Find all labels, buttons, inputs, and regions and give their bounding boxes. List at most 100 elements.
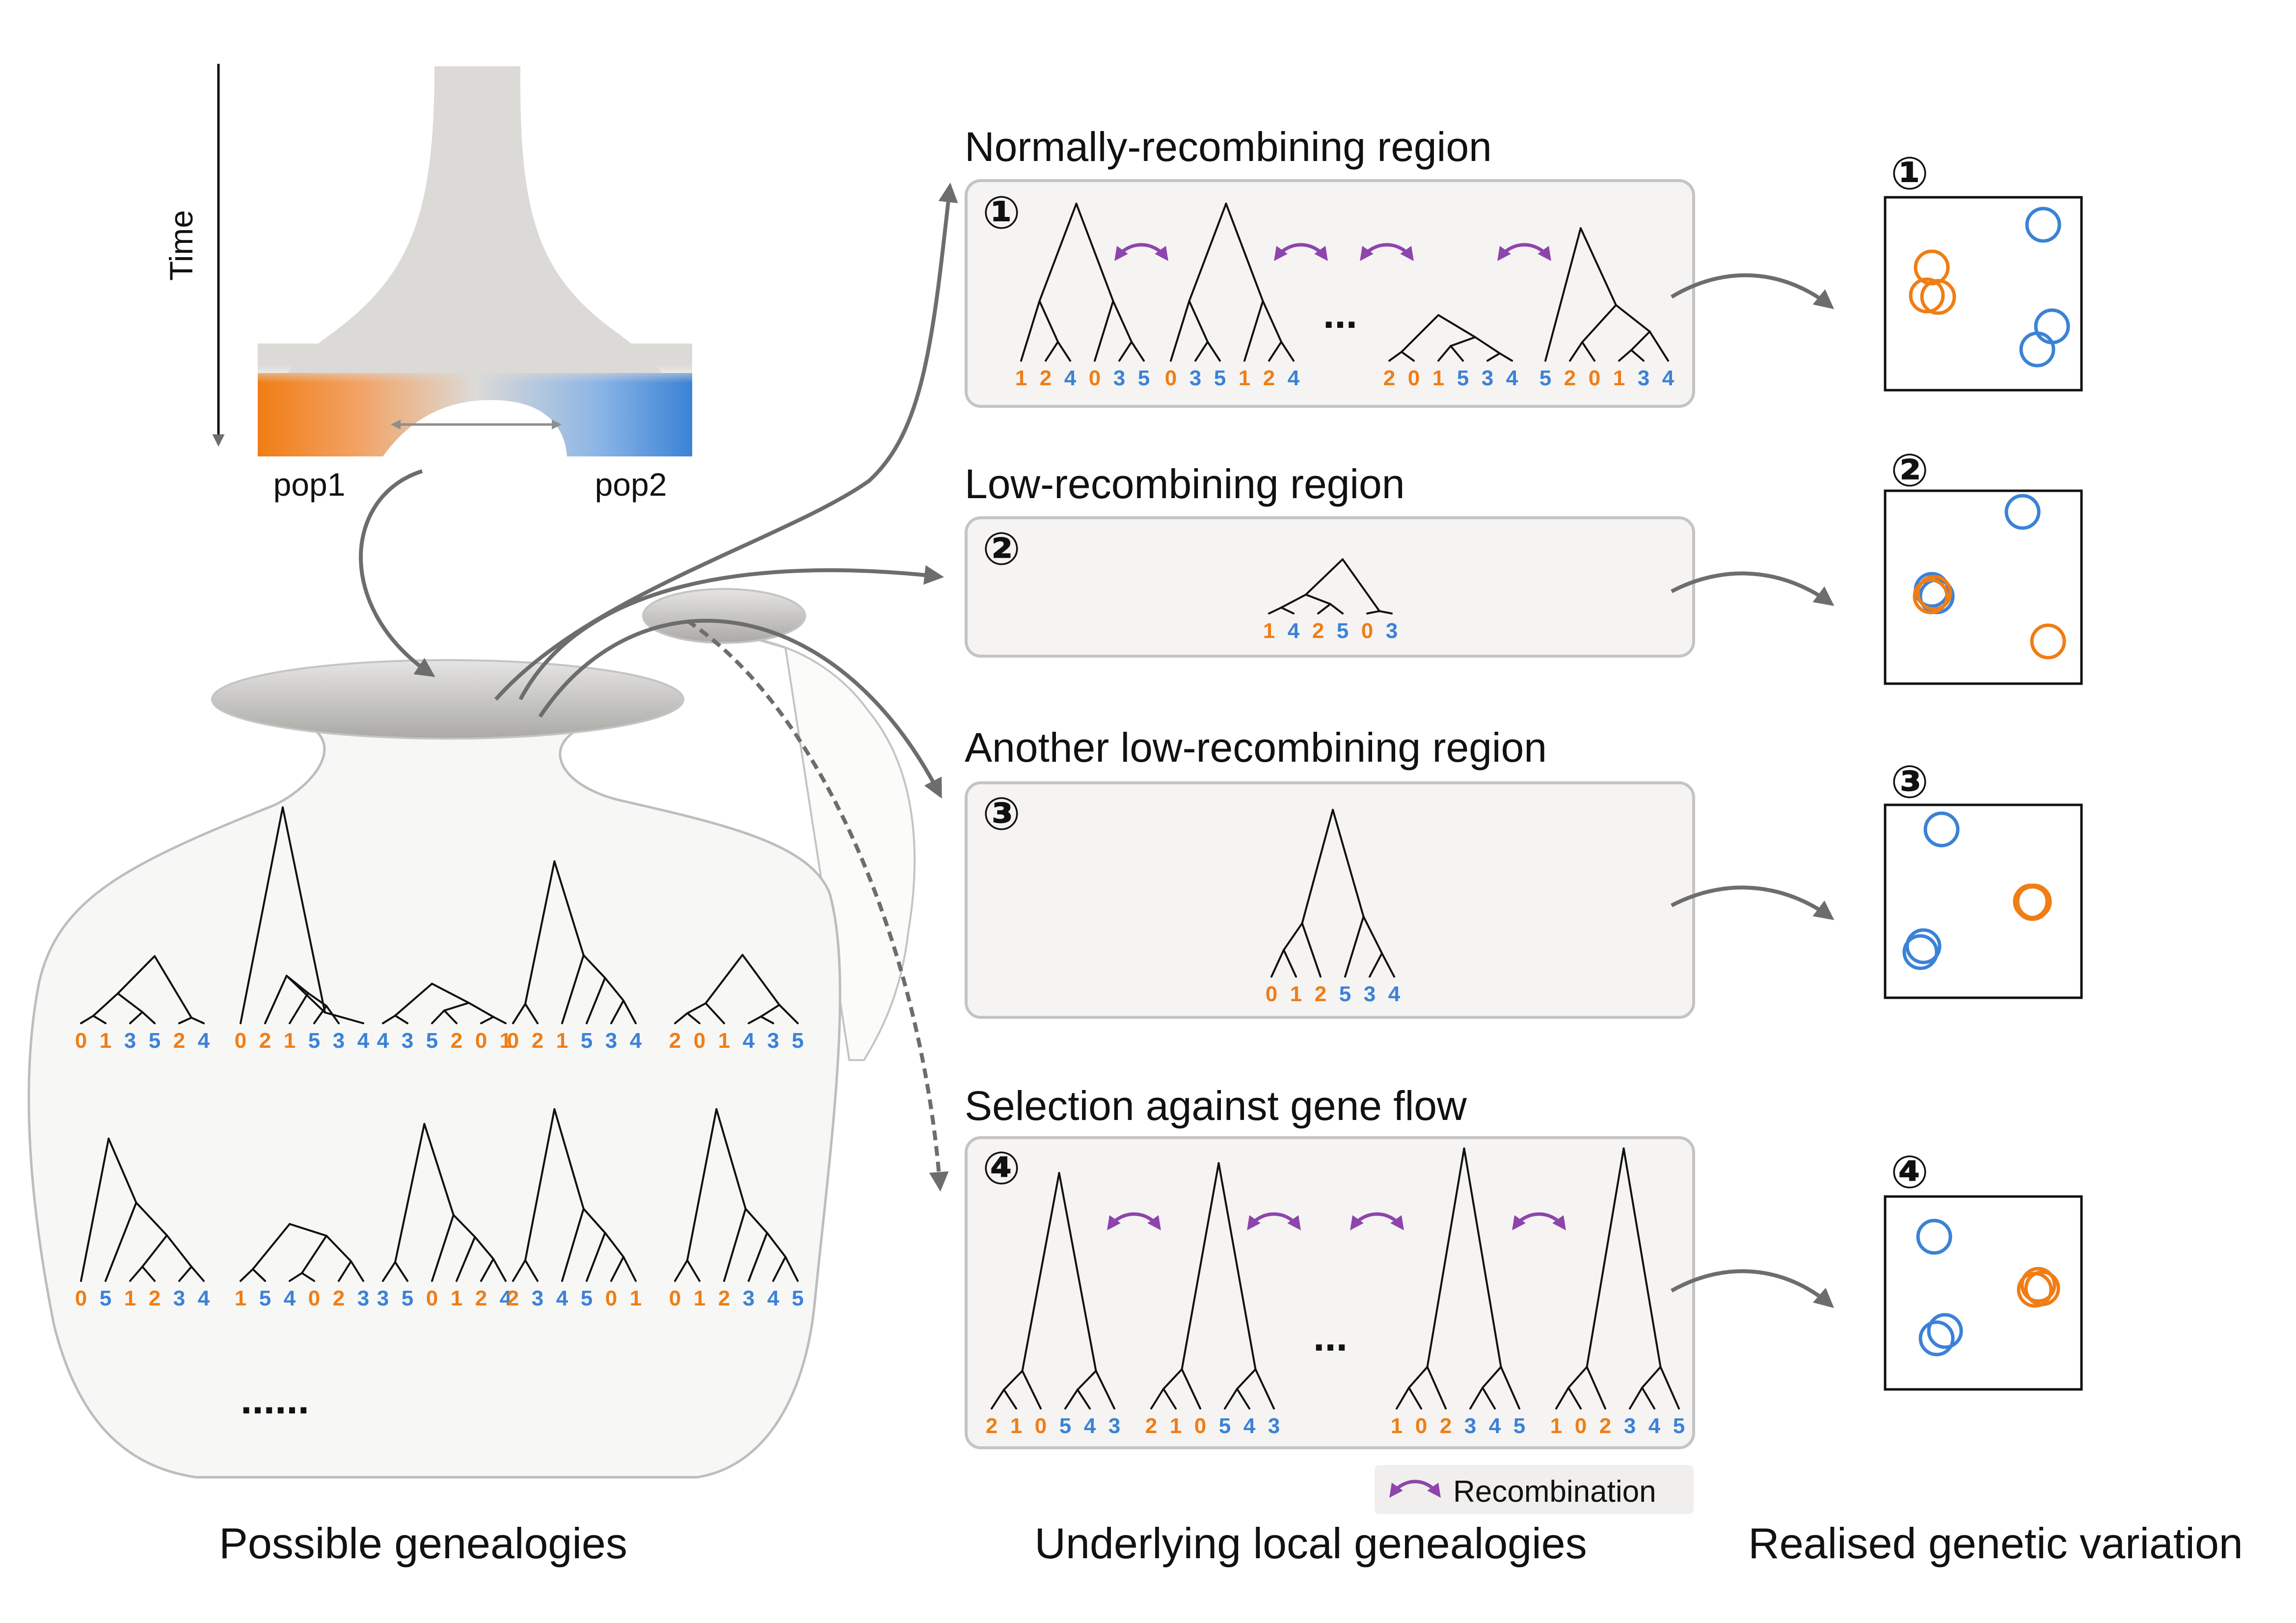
scatter-4-number: ④ <box>1891 1147 1929 1197</box>
region-2-panel <box>965 516 1695 658</box>
tree-branch <box>586 977 606 1024</box>
tree-branch <box>1332 809 1365 918</box>
tree-branch <box>1188 300 1209 343</box>
tip-label: 5 <box>792 1029 804 1053</box>
tree-branch <box>1579 227 1617 306</box>
tree-branch <box>586 1232 606 1282</box>
region-1-ellipsis: ... <box>1323 291 1357 337</box>
tree-branch <box>1569 341 1583 362</box>
tip-label: 5 <box>426 1029 438 1053</box>
tree-branch <box>1236 1388 1250 1410</box>
tree-branch <box>141 1266 156 1282</box>
tip-label: 4 <box>1084 1414 1096 1438</box>
tree-branch <box>1280 341 1295 362</box>
arrow-model-to-jar <box>359 469 435 677</box>
tree-branch <box>1408 1366 1429 1389</box>
scatter-4-point-pop2 <box>1927 1313 1963 1349</box>
tree-branch <box>1474 336 1501 354</box>
tree-branch <box>524 1003 539 1024</box>
legend-recombination-icon <box>1389 1480 1441 1498</box>
tree-branch <box>991 1388 1005 1410</box>
tip-label: 0 <box>235 1029 246 1053</box>
scatter-1-point-pop1 <box>1920 279 1956 315</box>
region-3-title: Another low-recombining region <box>965 724 1547 771</box>
region-1-number: ① <box>982 188 1021 238</box>
tree-branch <box>760 1004 781 1018</box>
tree-branch <box>1217 1162 1257 1370</box>
tip-label: 3 <box>1464 1414 1476 1438</box>
scatter-3-point-pop2 <box>1905 928 1942 964</box>
tip-label: 4 <box>1064 366 1077 390</box>
tree-branch <box>715 1108 747 1210</box>
tip-label: 5 <box>1457 366 1469 390</box>
tip-label: 0 <box>75 1029 87 1053</box>
tip-label: 1 <box>1550 1414 1562 1438</box>
tree-branch <box>443 1002 470 1011</box>
tip-label: 0 <box>507 1029 519 1053</box>
tree-branch <box>1618 349 1632 362</box>
tree-branch <box>1280 607 1295 614</box>
tree-branch <box>105 1201 137 1282</box>
scatter-1-frame <box>1884 196 2083 392</box>
tip-label: 0 <box>1408 366 1420 390</box>
tip-label: 3 <box>1108 1414 1120 1438</box>
tree-branch <box>80 1138 110 1282</box>
tree-branch <box>524 1259 539 1282</box>
tree-branch <box>1567 1386 1582 1410</box>
tree-branch <box>1262 300 1282 343</box>
tip-label: 2 <box>1440 1414 1452 1438</box>
tip-label: 1 <box>1290 982 1302 1006</box>
tree-branch <box>760 1015 774 1024</box>
tree-branch <box>1482 1386 1496 1410</box>
tip-label: 1 <box>1239 366 1250 390</box>
tree-branch <box>1381 952 1395 978</box>
tip-label: 0 <box>475 1029 487 1053</box>
recombination-arrow <box>1497 243 1551 261</box>
tree-branch <box>474 1236 494 1260</box>
tip-label: 2 <box>333 1286 345 1310</box>
tree-branch <box>452 1214 476 1238</box>
tree-branch <box>1236 1368 1257 1390</box>
tip-label: 1 <box>630 1286 642 1310</box>
tip-label: 5 <box>1059 1414 1071 1438</box>
tree-branch <box>1482 1366 1502 1389</box>
flow-arrows <box>359 183 958 1192</box>
tree-branch <box>784 1256 799 1282</box>
tree-branch <box>190 1016 205 1024</box>
tree-branch <box>1243 300 1264 362</box>
tip-label: 0 <box>75 1286 87 1310</box>
tree-branch <box>1581 341 1595 362</box>
tip-label: 1 <box>1432 366 1444 390</box>
tree-branch <box>1401 314 1439 353</box>
scatter-1-point-pop1 <box>1909 277 1945 314</box>
tree-branch <box>190 1266 205 1282</box>
tree-branch <box>674 1259 688 1282</box>
tip-label: 2 <box>475 1286 487 1310</box>
tree-branch <box>686 1012 701 1024</box>
tree-branch <box>686 1002 707 1014</box>
region-4-number: ④ <box>982 1144 1021 1194</box>
tip-label: 2 <box>532 1029 543 1053</box>
region-2-number: ② <box>982 524 1021 574</box>
tree-branch <box>154 955 192 1019</box>
tree-branch <box>1659 1366 1680 1410</box>
tree-branch <box>1112 300 1133 343</box>
tip-label: 3 <box>605 1029 617 1053</box>
tree-branch <box>1622 1147 1662 1368</box>
tip-label: 1 <box>235 1286 246 1310</box>
tree-branch <box>1450 345 1464 362</box>
pop1-label: pop1 <box>273 466 346 503</box>
tip-label: 4 <box>1662 366 1675 390</box>
tip-label: 5 <box>1219 1414 1231 1438</box>
tip-label: 2 <box>1312 619 1324 643</box>
tree-branch <box>1641 1386 1655 1410</box>
tree-branch <box>1369 952 1383 978</box>
tree-branch <box>480 1258 494 1282</box>
tree-branch <box>1401 351 1415 362</box>
tip-label: 0 <box>1035 1414 1047 1438</box>
